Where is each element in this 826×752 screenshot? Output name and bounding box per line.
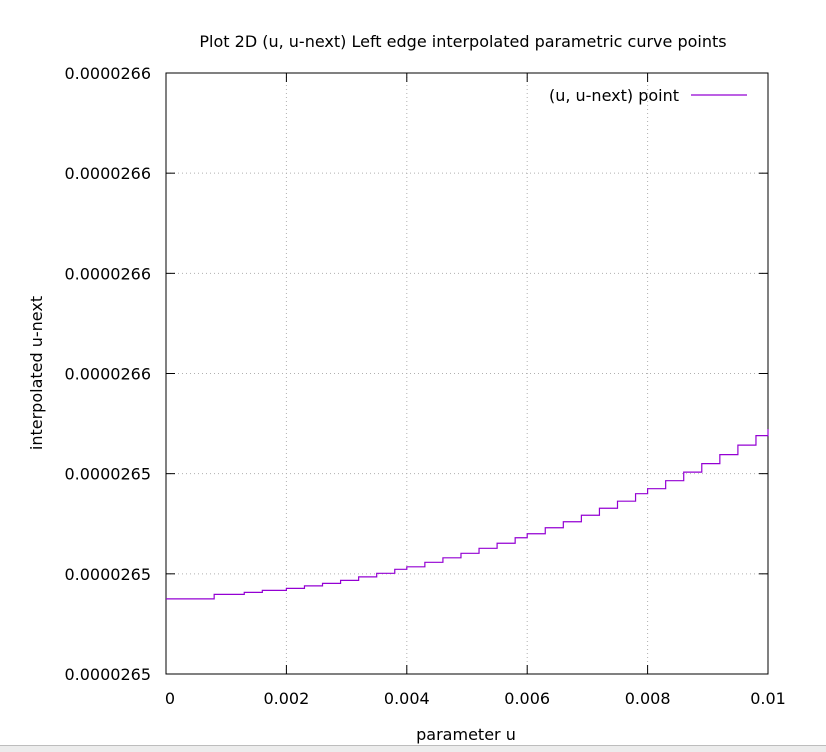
y-tick-label: 0.0000266 — [64, 365, 151, 384]
grid-lines — [166, 73, 768, 674]
y-tick-labels: 0.0000265 0.0000265 0.0000265 0.0000266 0.00… — [64, 64, 151, 684]
x-axis-label: parameter u — [416, 725, 516, 744]
y-tick-label: 0.0000266 — [64, 64, 151, 83]
legend-label: (u, u-next) point — [549, 86, 679, 105]
y-tick-label: 0.0000265 — [64, 565, 151, 584]
y-tick-label: 0.0000265 — [64, 665, 151, 684]
window-bottom-edge — [0, 745, 826, 752]
x-tick-label: 0.008 — [625, 689, 671, 708]
legend: (u, u-next) point — [549, 86, 747, 105]
x-tick-labels: 0 0.002 0.004 0.006 0.008 0.01 — [165, 689, 786, 708]
y-tick-label: 0.0000266 — [64, 264, 151, 283]
series-line-u-next — [166, 429, 769, 600]
axis-ticks — [165, 72, 769, 675]
x-tick-label: 0.006 — [504, 689, 550, 708]
y-axis-label: interpolated u-next — [27, 296, 46, 450]
y-tick-label: 0.0000265 — [64, 465, 151, 484]
y-tick-label: 0.0000266 — [64, 164, 151, 183]
x-tick-label: 0 — [165, 689, 175, 708]
x-tick-label: 0.01 — [750, 689, 786, 708]
chart-title: Plot 2D (u, u-next) Left edge interpolat… — [199, 32, 726, 51]
x-tick-label: 0.002 — [263, 689, 309, 708]
x-tick-label: 0.004 — [384, 689, 430, 708]
